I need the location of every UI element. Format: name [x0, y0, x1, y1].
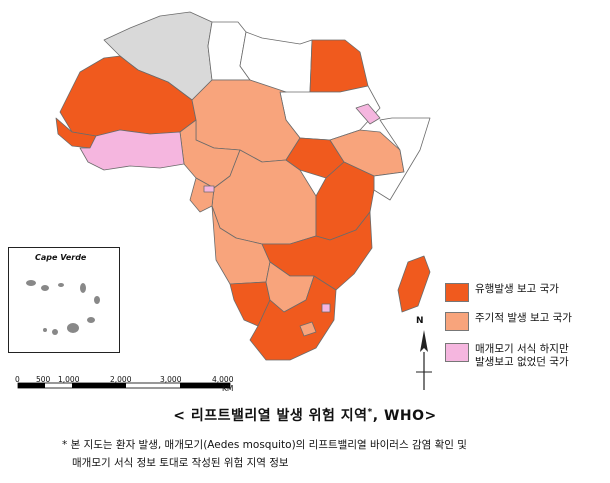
- caption-suffix: , WHO>: [372, 408, 437, 424]
- legend-item-periodic: 주기적 발생 보고 국가: [445, 312, 572, 331]
- legend-label-epidemic: 유행발생 보고 국가: [475, 283, 559, 295]
- region-djibouti: [355, 103, 381, 125]
- map-caption: < 리프트밸리열 발생 위험 지역*, WHO>: [0, 405, 610, 425]
- legend-swatch-periodic: [445, 312, 469, 331]
- scale-label-4000: 4,000: [212, 375, 234, 384]
- region-west-coast: [79, 129, 185, 171]
- caption-prefix: < 리프트밸리열 발생 위험 지역: [173, 408, 368, 424]
- inset-title: Cape Verde: [35, 253, 87, 262]
- region-swaziland: [321, 303, 331, 313]
- cape-verde-islands: [26, 280, 100, 335]
- region-somalia: [373, 117, 431, 201]
- region-egypt: [309, 39, 369, 93]
- footnote: * 본 지도는 환자 발생, 매개모기(Aedes mosquito)의 리프트…: [62, 436, 582, 472]
- scale-label-2000: 2,000: [110, 375, 132, 384]
- north-label: N: [416, 316, 424, 326]
- region-equatorial-guinea: [203, 185, 215, 193]
- legend-item-vector-only: 매개모기 서식 하지만 발생보고 없었던 국가: [445, 343, 569, 369]
- scale-label-3000: 3,000: [160, 375, 182, 384]
- legend-swatch-epidemic: [445, 283, 469, 302]
- scale-label-1000: 1,000: [58, 375, 80, 384]
- legend-item-epidemic: 유행발생 보고 국가: [445, 283, 559, 302]
- north-arrow-icon: [416, 330, 432, 390]
- africa-risk-map: [17, 11, 432, 390]
- scale-bar: [17, 382, 231, 389]
- cape-verde-inset: Cape Verde: [8, 247, 120, 353]
- scale-label-0: 0: [15, 375, 20, 384]
- legend-label-periodic: 주기적 발생 보고 국가: [475, 312, 572, 324]
- footnote-line-2: 매개모기 서식 정보 토대로 작성된 위험 지역 정보: [72, 457, 289, 469]
- scale-label-500: 500: [36, 375, 51, 384]
- scale-unit: KM: [222, 384, 234, 393]
- legend-swatch-vector-only: [445, 343, 469, 362]
- legend-label-vector-only: 매개모기 서식 하지만 발생보고 없었던 국가: [475, 343, 569, 368]
- caption-superscript: *: [367, 407, 373, 418]
- footnote-line-1: * 본 지도는 환자 발생, 매개모기(Aedes mosquito)의 리프트…: [62, 439, 467, 451]
- region-lesotho: [299, 321, 317, 337]
- region-south-africa: [249, 275, 337, 361]
- region-madagascar: [397, 255, 431, 313]
